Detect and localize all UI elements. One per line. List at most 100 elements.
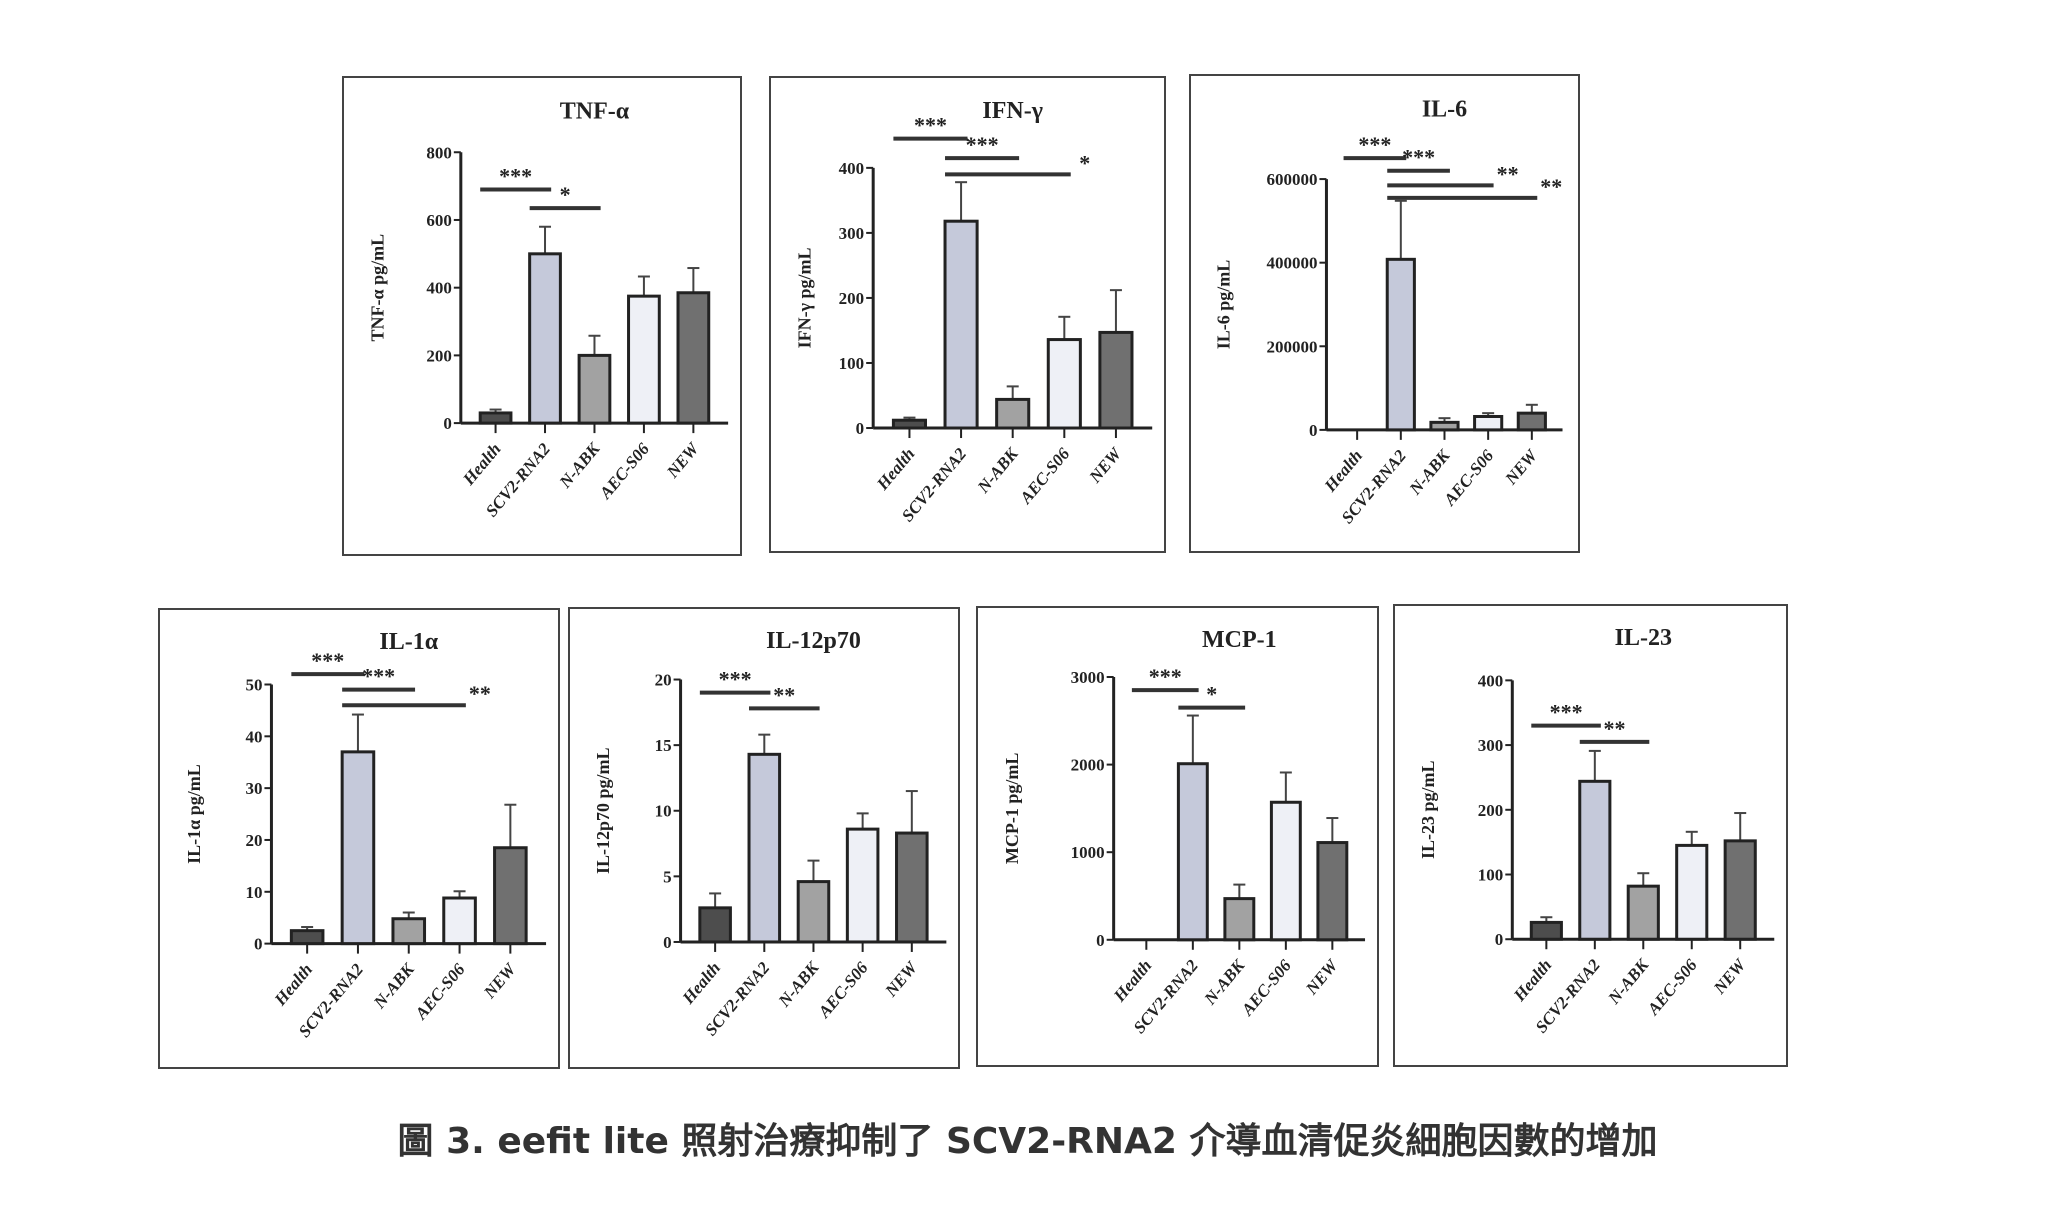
significance-label: *** <box>1149 664 1182 689</box>
y-tick-label: 300 <box>1478 736 1504 755</box>
x-tick-label: N-ABK <box>555 438 605 492</box>
x-tick-label: AEC-S06 <box>411 960 469 1024</box>
x-tick-label: NEW <box>1085 443 1126 487</box>
bar-aec-s06 <box>1269 800 1302 942</box>
y-axis-label: IL-23 pg/mL <box>1418 761 1438 860</box>
y-tick-label: 30 <box>245 779 262 798</box>
significance-label: * <box>1206 682 1217 707</box>
chart-panel-mcp-1: MCP-1 MCP-1 pg/mL 0 1000 2000 3000 Health SCV2-… <box>976 606 1379 1067</box>
chart-title: IFN-γ <box>982 98 1043 124</box>
significance-label: *** <box>1402 145 1435 170</box>
significance-label: *** <box>914 113 947 138</box>
y-tick-label: 200000 <box>1266 337 1317 356</box>
bar-scv2-rna2 <box>943 219 979 430</box>
y-tick-label: 10 <box>655 802 672 821</box>
y-tick-label: 400 <box>1478 671 1504 690</box>
bar-scv2-rna2 <box>1385 257 1416 432</box>
chart-panel-il-6: IL-6 IL-6 pg/mL 0 200000 400000 600000 Health S… <box>1189 74 1580 553</box>
bar-new <box>1516 411 1547 432</box>
significance-label: * <box>1079 150 1090 175</box>
significance-label: ** <box>1604 716 1626 741</box>
x-tick-label: NEW <box>1709 954 1750 998</box>
bar-new <box>895 831 929 944</box>
x-tick-label: Health <box>458 439 504 489</box>
significance-label: ** <box>1540 174 1562 199</box>
x-tick-label: AEC-S06 <box>595 439 653 503</box>
y-tick-label: 800 <box>426 143 452 162</box>
bar-scv2-rna2 <box>1176 762 1209 942</box>
bar-aec-s06 <box>627 294 661 425</box>
chart-panel-ifn-gamma: IFN-γ IFN-γ pg/mL 0 100 200 300 400 Health SCV2-… <box>769 76 1166 553</box>
bar-new <box>1098 330 1134 430</box>
y-tick-label: 20 <box>245 831 262 850</box>
y-tick-label: 40 <box>245 727 262 746</box>
x-tick-label: Health <box>1109 956 1155 1006</box>
x-tick-label: AEC-S06 <box>814 958 872 1022</box>
x-tick-label: Health <box>1509 956 1555 1006</box>
chart-title: IL-6 <box>1422 96 1467 122</box>
y-tick-label: 400 <box>839 159 865 178</box>
y-axis-label: IL-6 pg/mL <box>1214 260 1234 350</box>
x-tick-label: NEW <box>881 957 922 1001</box>
bar-aec-s06 <box>1046 338 1082 430</box>
bar-n-abk <box>1429 420 1460 432</box>
x-tick-label: NEW <box>1501 445 1542 489</box>
y-tick-label: 1000 <box>1071 843 1105 862</box>
y-tick-label: 100 <box>1478 866 1504 885</box>
bar-scv2-rna2 <box>340 750 376 946</box>
chart-title: MCP-1 <box>1202 627 1277 653</box>
bar-new <box>1316 841 1349 942</box>
x-tick-label: AEC-S06 <box>1237 956 1295 1020</box>
y-tick-label: 0 <box>1495 930 1504 949</box>
bar-scv2-rna2 <box>747 752 782 944</box>
y-tick-label: 600 <box>426 211 452 230</box>
y-tick-label: 400000 <box>1266 254 1317 273</box>
bar-health <box>1529 920 1563 941</box>
bar-scv2-rna2 <box>528 252 562 425</box>
bar-new <box>1723 839 1757 941</box>
bar-aec-s06 <box>442 896 477 946</box>
bar-new <box>493 846 528 946</box>
x-tick-label: AEC-S06 <box>1643 955 1701 1019</box>
y-tick-label: 50 <box>245 675 262 694</box>
bar-aec-s06 <box>1675 843 1709 941</box>
x-tick-label: Health <box>270 960 316 1010</box>
chart-panel-il-23: IL-23 IL-23 pg/mL 0 100 200 300 400 Health SCV2-… <box>1393 604 1788 1067</box>
chart-title: TNF-α <box>560 98 630 124</box>
significance-label: ** <box>1497 161 1519 186</box>
y-tick-label: 0 <box>254 935 263 954</box>
x-tick-label: Health <box>678 958 724 1008</box>
y-tick-label: 0 <box>856 419 865 438</box>
x-tick-label: N-ABK <box>369 959 419 1013</box>
y-axis-label: IL-12p70 pg/mL <box>593 747 613 874</box>
y-tick-label: 0 <box>1309 421 1318 440</box>
bar-n-abk <box>1626 884 1660 941</box>
x-tick-label: AEC-S06 <box>1016 444 1074 508</box>
significance-label: ** <box>469 681 491 706</box>
x-tick-label: NEW <box>479 959 520 1003</box>
y-tick-label: 3000 <box>1071 668 1105 687</box>
y-tick-label: 200 <box>426 346 452 365</box>
y-tick-label: 0 <box>443 414 452 433</box>
chart-svg: IL-6IL-6 pg/mL0200000400000600000HealthS… <box>1214 96 1563 527</box>
significance-label: *** <box>1550 700 1583 725</box>
y-axis-label: TNF-α pg/mL <box>368 234 388 342</box>
y-tick-label: 10 <box>245 883 262 902</box>
y-tick-label: 400 <box>426 279 452 298</box>
y-tick-label: 0 <box>1096 931 1105 950</box>
y-axis-label: IL-1α pg/mL <box>184 764 204 864</box>
chart-title: IL-12p70 <box>766 628 861 654</box>
chart-panel-tnf-alpha: TNF-α TNF-α pg/mL 0 200 400 600 800 Health SCV2-… <box>342 76 742 556</box>
chart-title: IL-1α <box>379 629 438 655</box>
y-tick-label: 600000 <box>1266 170 1317 189</box>
bar-n-abk <box>796 880 831 944</box>
x-tick-label: N-ABK <box>973 443 1023 497</box>
bar-n-abk <box>391 917 427 946</box>
y-tick-label: 100 <box>839 354 865 373</box>
y-tick-label: 2000 <box>1071 756 1105 775</box>
